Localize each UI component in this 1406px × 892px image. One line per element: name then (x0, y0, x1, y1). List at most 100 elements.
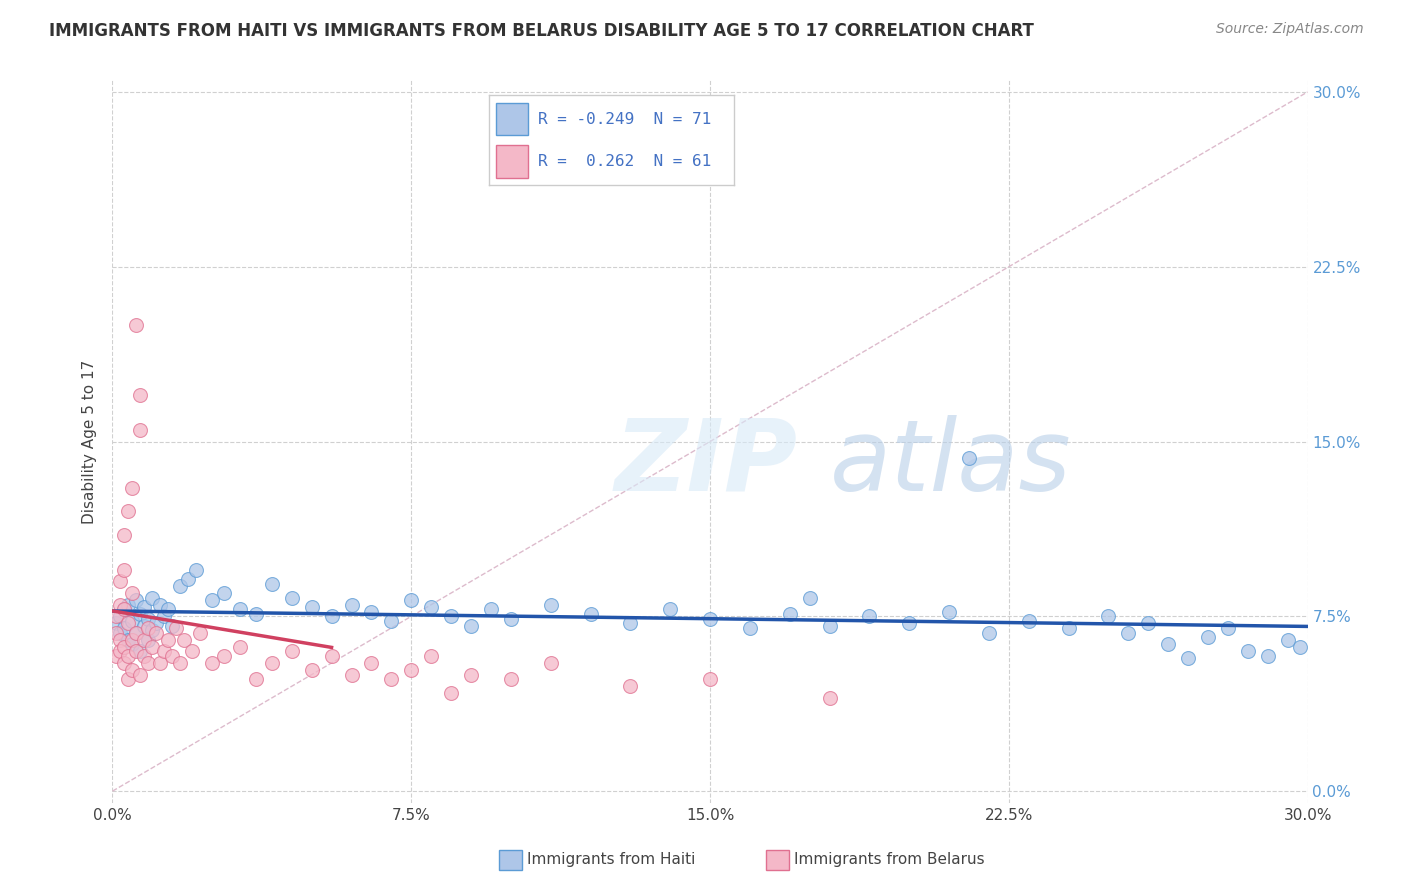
Point (138, 632, 160, 647)
Point (479, 602, 502, 616)
Point (138, 656, 160, 670)
Point (110, 632, 132, 647)
Point (165, 621, 187, 635)
Point (125, 593, 148, 607)
Point (340, 667, 363, 681)
Point (114, 602, 135, 616)
Point (818, 690, 841, 705)
Point (1057, 621, 1080, 635)
Text: ZIP: ZIP (614, 415, 797, 512)
Point (229, 602, 252, 616)
Point (699, 673, 721, 687)
Point (157, 602, 180, 616)
Point (1237, 644, 1260, 658)
Point (938, 605, 960, 619)
Point (105, 609, 128, 624)
Point (1177, 651, 1199, 665)
Point (129, 423, 152, 437)
Point (121, 586, 143, 600)
Point (125, 644, 148, 658)
Point (162, 618, 183, 632)
Point (114, 528, 135, 542)
Point (858, 609, 880, 624)
Point (114, 656, 135, 670)
Text: Source: ZipAtlas.com: Source: ZipAtlas.com (1216, 22, 1364, 37)
Point (201, 656, 224, 670)
Point (110, 574, 132, 589)
Point (799, 591, 821, 605)
Point (105, 616, 128, 631)
Point (110, 625, 132, 640)
Point (1097, 609, 1119, 624)
Y-axis label: Disability Age 5 to 17: Disability Age 5 to 17 (82, 359, 97, 524)
Point (125, 625, 148, 640)
Point (117, 648, 139, 663)
Point (173, 632, 195, 647)
Point (340, 598, 363, 612)
Point (245, 673, 267, 687)
Point (1257, 648, 1279, 663)
Point (245, 607, 267, 621)
Point (260, 656, 283, 670)
Point (138, 612, 160, 626)
Point (141, 640, 163, 654)
Point (117, 616, 139, 631)
Point (659, 602, 682, 616)
Point (117, 673, 139, 687)
Point (898, 616, 921, 631)
Point (977, 625, 1000, 640)
Point (579, 607, 602, 621)
Point (1118, 625, 1140, 640)
Point (1197, 630, 1219, 644)
Text: Immigrants from Belarus: Immigrants from Belarus (794, 853, 986, 867)
Point (957, 450, 980, 465)
Point (141, 624, 163, 638)
Point (440, 686, 463, 700)
Point (212, 648, 235, 663)
Text: IMMIGRANTS FROM HAITI VS IMMIGRANTS FROM BELARUS DISABILITY AGE 5 TO 17 CORRELAT: IMMIGRANTS FROM HAITI VS IMMIGRANTS FROM… (49, 22, 1033, 40)
Point (121, 663, 143, 677)
Point (114, 563, 135, 577)
Point (110, 598, 132, 612)
Point (188, 625, 211, 640)
Point (619, 679, 641, 693)
Point (117, 632, 139, 647)
Point (114, 640, 135, 654)
Point (181, 644, 204, 658)
Point (360, 605, 382, 619)
Point (360, 656, 382, 670)
Point (186, 563, 208, 577)
Point (1288, 640, 1310, 654)
Point (121, 632, 143, 647)
Point (145, 625, 167, 640)
Point (281, 591, 304, 605)
Point (499, 673, 522, 687)
Point (129, 607, 152, 621)
Point (401, 663, 423, 677)
Point (153, 609, 176, 624)
Point (129, 667, 152, 681)
Point (157, 632, 180, 647)
Point (738, 621, 761, 635)
Point (149, 598, 172, 612)
Point (134, 600, 156, 615)
Point (177, 572, 200, 586)
Point (145, 616, 167, 631)
Point (440, 609, 463, 624)
Point (460, 667, 482, 681)
Point (125, 318, 148, 332)
Point (540, 598, 562, 612)
Point (134, 648, 156, 663)
Point (460, 618, 482, 632)
Point (699, 612, 721, 626)
Point (125, 625, 148, 640)
Point (121, 614, 143, 628)
Point (117, 598, 139, 612)
Point (129, 644, 152, 658)
Point (105, 625, 128, 640)
Point (114, 602, 135, 616)
Point (301, 663, 323, 677)
Point (779, 607, 801, 621)
Point (1216, 621, 1239, 635)
Point (321, 609, 343, 624)
